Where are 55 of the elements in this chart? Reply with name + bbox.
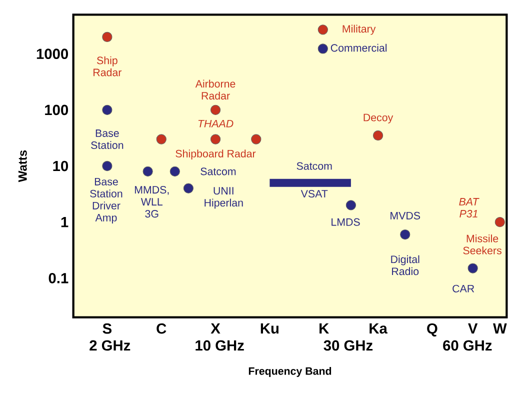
annotation: CAR bbox=[452, 284, 474, 292]
annotation: UNII Hiperlan bbox=[204, 187, 243, 209]
point bbox=[372, 130, 384, 141]
point bbox=[102, 160, 112, 172]
x-tick-label: Ku bbox=[260, 323, 278, 334]
annotation: Ship Radar bbox=[94, 56, 122, 76]
annotation: Base Station Driver Amp bbox=[90, 178, 122, 224]
y-tick-label: 1 bbox=[61, 217, 68, 228]
y-tick-label: 0.1 bbox=[48, 272, 68, 284]
annotation: Base Station bbox=[91, 130, 124, 149]
x-tick-label: W bbox=[493, 323, 507, 334]
x-tick-label: C bbox=[156, 323, 166, 334]
text: 10 GHz bbox=[196, 340, 244, 351]
point bbox=[183, 183, 194, 194]
point bbox=[346, 200, 356, 210]
annotation: THAAD bbox=[198, 120, 234, 128]
annotation: Shipboard Radar bbox=[176, 150, 256, 160]
annotation: LMDS bbox=[332, 218, 360, 226]
annotation: Satcom bbox=[200, 168, 236, 176]
point bbox=[468, 263, 478, 274]
legend-label: Military bbox=[342, 24, 376, 35]
text: 2 GHz bbox=[90, 340, 130, 351]
annotation: MMDS, WLL 3G bbox=[134, 186, 169, 218]
point bbox=[251, 134, 262, 144]
x-tick-label: S bbox=[102, 323, 112, 334]
point bbox=[494, 217, 505, 228]
annotation: Satcom bbox=[296, 162, 332, 170]
x-tick-label: Q bbox=[427, 323, 438, 337]
point bbox=[210, 134, 221, 144]
annotation: Decoy bbox=[364, 114, 394, 124]
x-tick-label: Ka bbox=[370, 323, 388, 334]
annotation: MVDS bbox=[390, 212, 420, 220]
legend-label: Commercial bbox=[330, 44, 387, 52]
point bbox=[156, 134, 166, 144]
text: 30 GHz bbox=[324, 340, 373, 351]
point bbox=[210, 104, 221, 115]
y-tick-label: 10 bbox=[53, 160, 68, 172]
x-tick-label: K bbox=[320, 323, 330, 334]
point bbox=[102, 32, 112, 42]
text: 60 GHz bbox=[443, 340, 492, 351]
point bbox=[400, 229, 410, 240]
annotation: Missile Seekers bbox=[463, 234, 502, 254]
annotation: Airborne Radar bbox=[195, 80, 236, 100]
point bbox=[170, 166, 180, 177]
x-tick-label: V bbox=[468, 323, 478, 334]
annotation: Digital Radio bbox=[391, 255, 420, 276]
y-tick-label: 1000 bbox=[36, 48, 68, 60]
annotation: BAT P31 bbox=[459, 198, 480, 218]
x-axis-title: Frequency Band bbox=[248, 366, 332, 377]
y-tick-label: 100 bbox=[45, 104, 68, 116]
x-tick-label: X bbox=[210, 323, 220, 334]
annotation: VSAT bbox=[300, 190, 328, 198]
y-axis-title: Watts bbox=[18, 150, 27, 182]
point bbox=[142, 166, 153, 177]
point bbox=[102, 104, 112, 115]
